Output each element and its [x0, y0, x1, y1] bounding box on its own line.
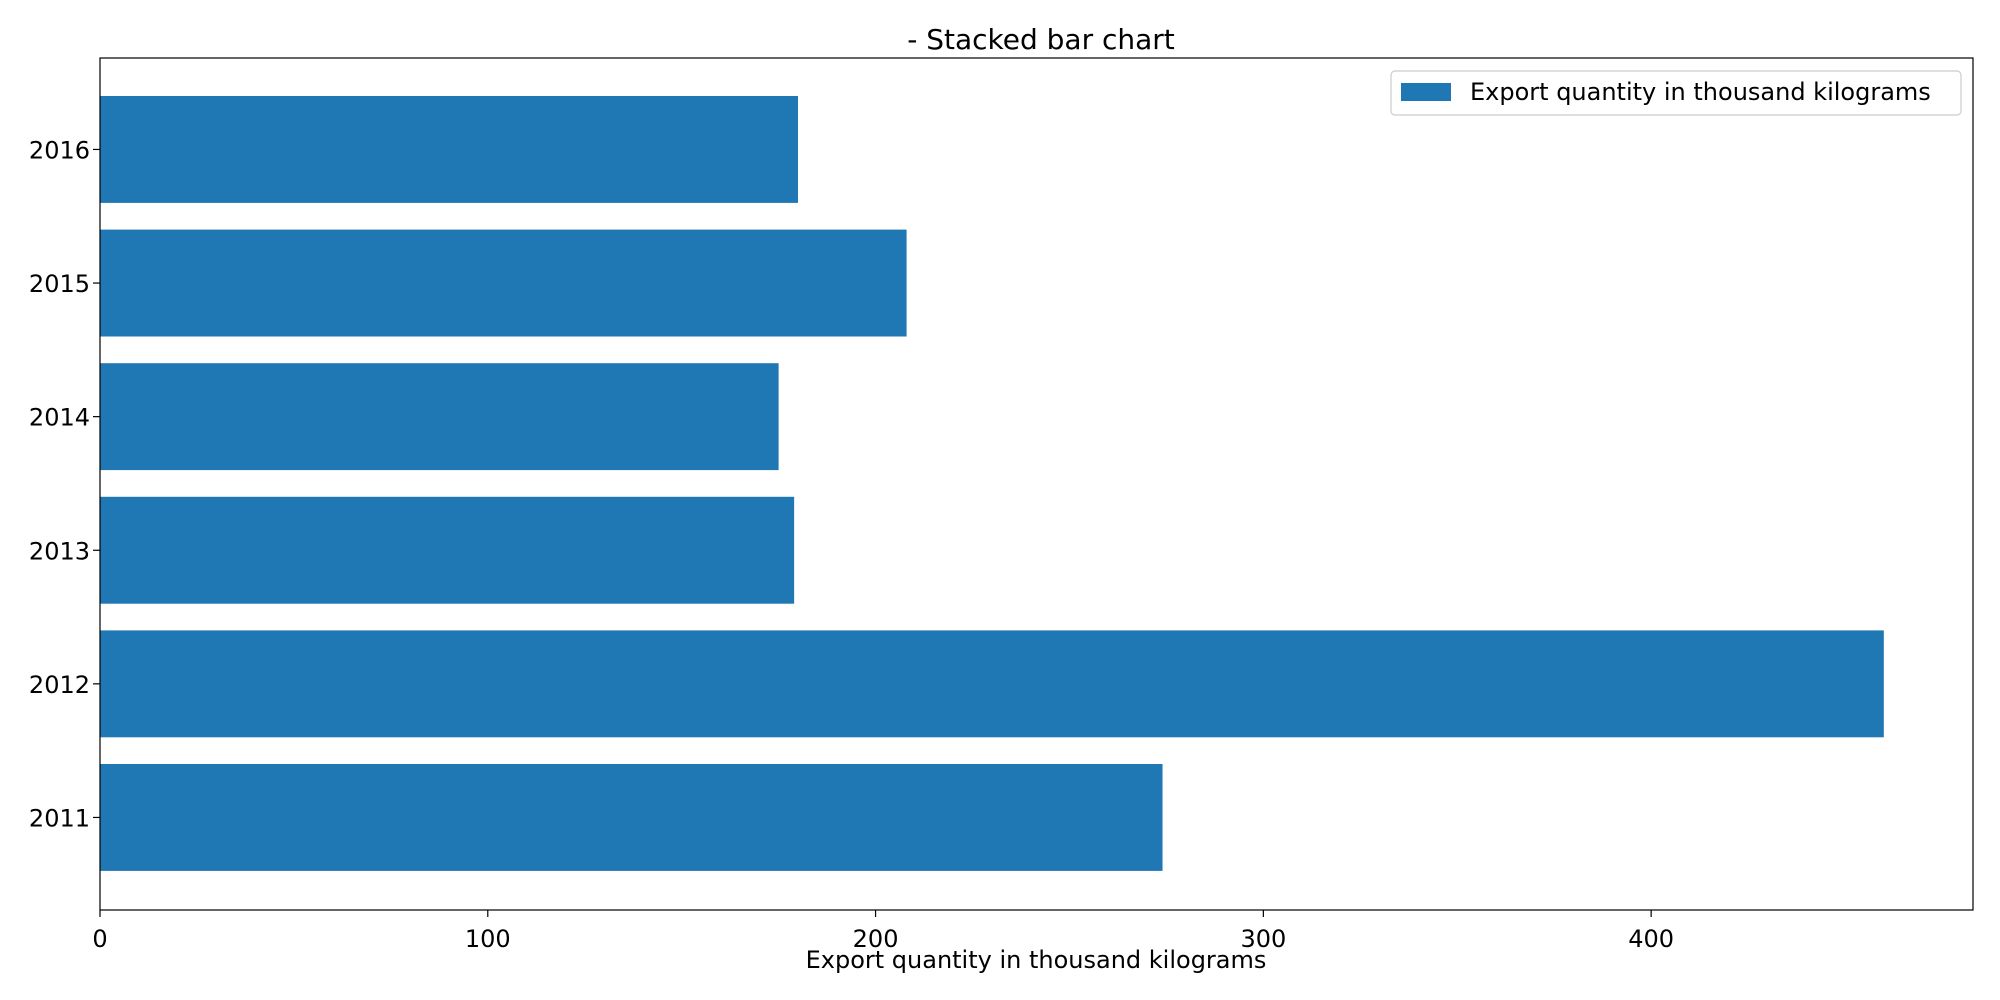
y-axis-ticks: 2011 2012 2013 2014 2015 2016: [29, 136, 100, 832]
legend-box: [1390, 70, 1962, 116]
x-axis-label: Export quantity in thousand kilograms: [806, 946, 1267, 974]
bar-2016: [100, 96, 799, 203]
bar-2013: [100, 496, 795, 604]
legend-swatch: [1401, 83, 1451, 101]
legend: Export quantity in thousand kilograms: [1390, 70, 1962, 116]
x-axis-ticks: 0 100 200 300 400: [92, 910, 1674, 953]
bars-group: [100, 96, 1884, 871]
plot-frame: [99, 57, 1974, 911]
x-tick-label: 200: [853, 925, 899, 953]
x-tick-label: 0: [92, 925, 107, 953]
y-tick-label: 2016: [29, 136, 90, 164]
y-tick-label: 2014: [29, 404, 90, 432]
x-tick-label: 400: [1628, 925, 1674, 953]
bar-2014: [100, 363, 779, 471]
chart-title: - Stacked bar chart: [907, 23, 1175, 56]
legend-label: Export quantity in thousand kilograms: [1470, 78, 1931, 106]
y-tick-label: 2015: [29, 270, 90, 298]
x-tick-label: 300: [1240, 925, 1286, 953]
y-tick-label: 2013: [29, 537, 90, 565]
bar-2011: [100, 764, 1163, 871]
y-tick-label: 2012: [29, 671, 90, 699]
bar-2015: [100, 229, 907, 337]
bar-2012: [100, 630, 1884, 738]
y-tick-label: 2011: [29, 804, 90, 832]
x-tick-label: 100: [465, 925, 511, 953]
